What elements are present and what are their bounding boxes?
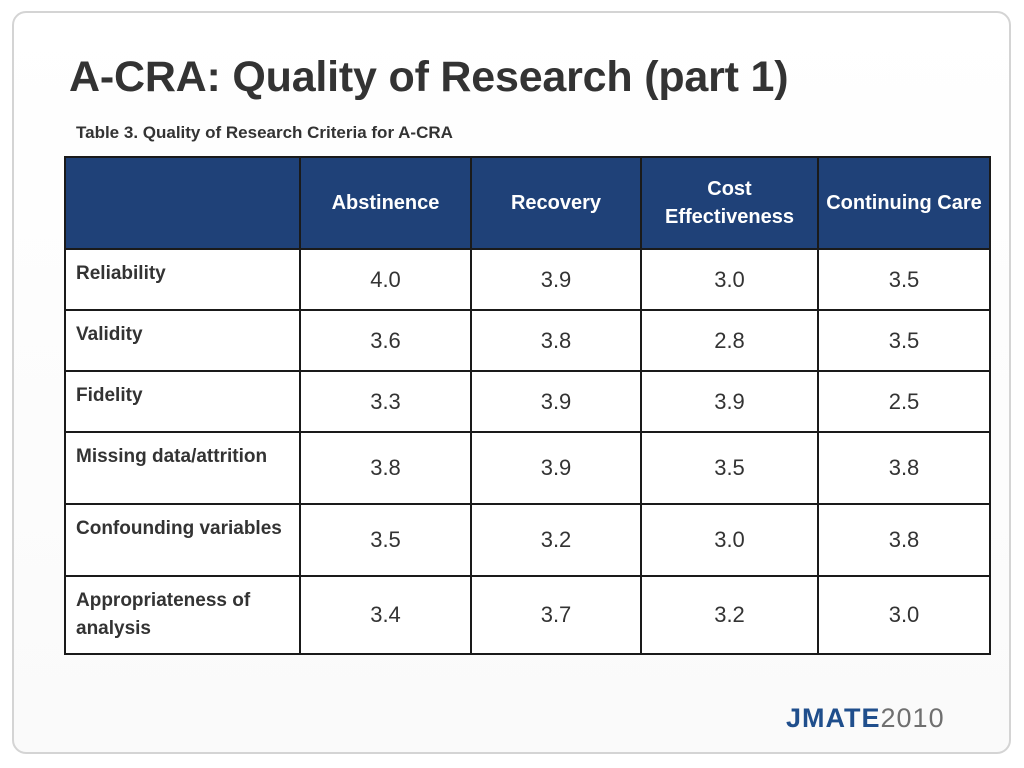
table-row: Missing data/attrition 3.8 3.9 3.5 3.8 bbox=[64, 431, 991, 505]
row-label: Validity bbox=[64, 309, 301, 372]
quality-research-table: Abstinence Recovery Cost Effectiveness C… bbox=[64, 156, 991, 655]
table-cell: 3.0 bbox=[640, 248, 819, 311]
table-cell: 3.7 bbox=[470, 575, 642, 655]
table-cell: 3.4 bbox=[299, 575, 472, 655]
slide-frame: A-CRA: Quality of Research (part 1) Tabl… bbox=[12, 11, 1011, 754]
table-cell: 2.5 bbox=[817, 370, 991, 433]
table-row: Validity 3.6 3.8 2.8 3.5 bbox=[64, 309, 991, 372]
table-cell: 3.5 bbox=[817, 248, 991, 311]
table-cell: 3.5 bbox=[640, 431, 819, 505]
table-cell: 4.0 bbox=[299, 248, 472, 311]
row-label: Appropriateness of analysis bbox=[64, 575, 301, 655]
slide-title: A-CRA: Quality of Research (part 1) bbox=[69, 53, 789, 101]
row-label: Fidelity bbox=[64, 370, 301, 433]
jmate-logo: JMATE2010 bbox=[786, 703, 945, 734]
header-corner-cell bbox=[64, 156, 301, 250]
table-caption: Table 3. Quality of Research Criteria fo… bbox=[76, 123, 453, 142]
table-cell: 3.3 bbox=[299, 370, 472, 433]
table-cell: 3.8 bbox=[817, 431, 991, 505]
logo-brand-text: JMATE bbox=[786, 703, 881, 733]
logo-year-text: 2010 bbox=[880, 703, 945, 733]
table-cell: 3.9 bbox=[470, 370, 642, 433]
table-cell: 3.2 bbox=[470, 503, 642, 577]
table-row: Appropriateness of analysis 3.4 3.7 3.2 … bbox=[64, 575, 991, 655]
column-header-cost-effectiveness: Cost Effectiveness bbox=[640, 156, 819, 250]
row-label: Reliability bbox=[64, 248, 301, 311]
column-header-abstinence: Abstinence bbox=[299, 156, 472, 250]
table-cell: 3.8 bbox=[817, 503, 991, 577]
table-cell: 3.0 bbox=[817, 575, 991, 655]
column-header-continuing-care: Continuing Care bbox=[817, 156, 991, 250]
row-label: Missing data/attrition bbox=[64, 431, 301, 505]
column-header-recovery: Recovery bbox=[470, 156, 642, 250]
table-row: Reliability 4.0 3.9 3.0 3.5 bbox=[64, 248, 991, 311]
table-cell: 3.8 bbox=[470, 309, 642, 372]
table-row: Confounding variables 3.5 3.2 3.0 3.8 bbox=[64, 503, 991, 577]
table-cell: 3.9 bbox=[470, 248, 642, 311]
table-cell: 3.9 bbox=[470, 431, 642, 505]
table-cell: 3.5 bbox=[817, 309, 991, 372]
table-header-row: Abstinence Recovery Cost Effectiveness C… bbox=[64, 156, 991, 250]
table-row: Fidelity 3.3 3.9 3.9 2.5 bbox=[64, 370, 991, 433]
table-cell: 3.5 bbox=[299, 503, 472, 577]
table-cell: 3.8 bbox=[299, 431, 472, 505]
row-label: Confounding variables bbox=[64, 503, 301, 577]
table-cell: 3.2 bbox=[640, 575, 819, 655]
table-cell: 2.8 bbox=[640, 309, 819, 372]
table-cell: 3.0 bbox=[640, 503, 819, 577]
table-cell: 3.6 bbox=[299, 309, 472, 372]
table-cell: 3.9 bbox=[640, 370, 819, 433]
